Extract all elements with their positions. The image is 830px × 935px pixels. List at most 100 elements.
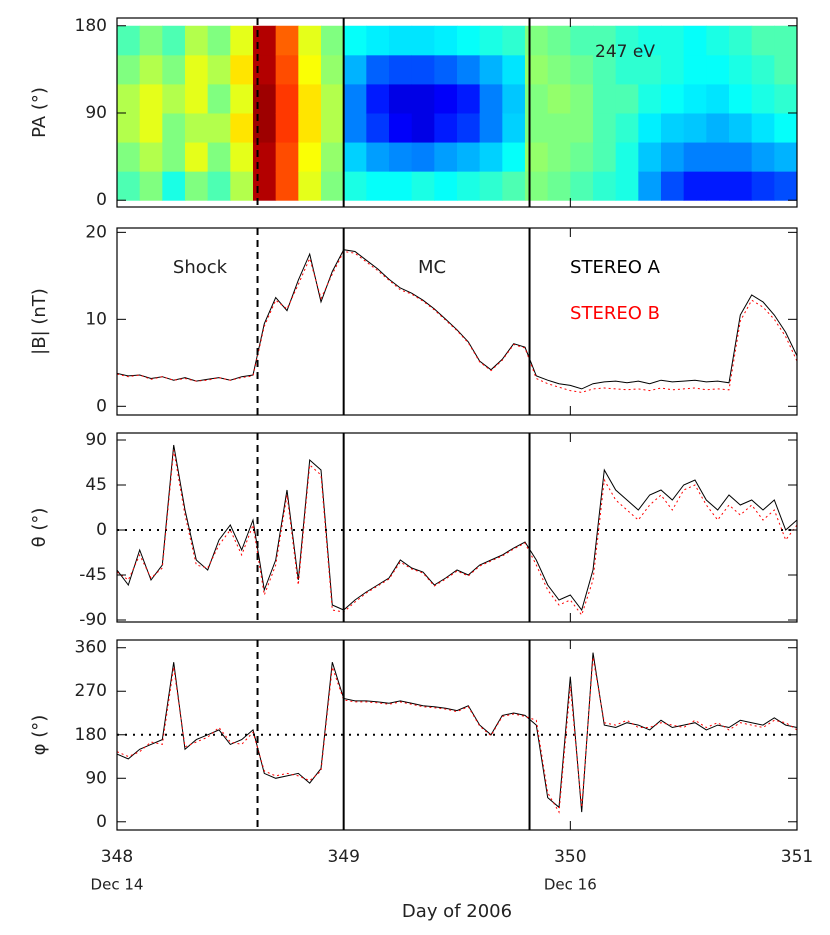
heat-cell: [502, 54, 526, 85]
heat-cell: [230, 83, 254, 114]
heat-cell: [139, 171, 163, 201]
heat-cell: [774, 142, 797, 172]
heat-cell: [706, 142, 730, 172]
heat-cell: [615, 142, 639, 172]
heat-cell: [706, 171, 730, 201]
heat-cell: [525, 83, 549, 114]
heat-cell: [570, 112, 594, 143]
heat-cell: [434, 83, 458, 114]
heat-cell: [411, 112, 435, 143]
heat-cell: [275, 54, 299, 85]
heat-cell: [366, 83, 390, 114]
heat-cell: [162, 112, 186, 143]
heat-cell: [547, 25, 571, 56]
y-tick-label: 90: [85, 768, 107, 788]
x-tick-label: 351: [781, 847, 813, 867]
heat-cell: [457, 54, 481, 85]
heat-cell: [457, 83, 481, 114]
heat-cell: [683, 171, 707, 201]
heat-cell: [298, 171, 322, 201]
x-tick-label: 348: [101, 847, 133, 867]
heat-cell: [321, 112, 345, 143]
heat-cell: [615, 54, 639, 85]
y-tick-label: -90: [79, 610, 107, 630]
heat-cell: [661, 25, 685, 56]
y-tick-label: 270: [75, 681, 107, 701]
heat-cell: [751, 25, 775, 56]
heat-cell: [389, 112, 413, 143]
y-axis-label: θ (°): [29, 508, 50, 548]
heat-cell: [729, 142, 753, 172]
heat-cell: [230, 171, 254, 201]
heat-cell: [457, 25, 481, 56]
y-tick-label: 0: [96, 520, 107, 540]
heat-cell: [162, 83, 186, 114]
heat-cell: [502, 83, 526, 114]
y-tick-label: -45: [79, 565, 107, 585]
heat-cell: [298, 83, 322, 114]
heat-cell: [389, 83, 413, 114]
heat-cell: [706, 25, 730, 56]
heat-cell: [411, 171, 435, 201]
heat-cell: [253, 142, 277, 172]
heat-cell: [366, 25, 390, 56]
heat-cell: [751, 54, 775, 85]
heat-cell: [117, 54, 141, 85]
heat-cell: [343, 83, 367, 114]
heat-cell: [729, 112, 753, 143]
heat-cell: [185, 83, 209, 114]
heat-cell: [321, 25, 345, 56]
y-axis-label: |B| (nT): [29, 288, 50, 355]
heat-cell: [593, 25, 617, 56]
heat-cell: [434, 171, 458, 201]
heat-cell: [139, 25, 163, 56]
heat-cell: [389, 171, 413, 201]
heat-cell: [706, 112, 730, 143]
heat-cell: [525, 54, 549, 85]
heat-cell: [593, 83, 617, 114]
heat-cell: [185, 171, 209, 201]
heat-cell: [343, 112, 367, 143]
heat-cell: [479, 112, 503, 143]
heat-cell: [751, 112, 775, 143]
heat-cell: [774, 25, 797, 56]
x-axis-label: Day of 2006: [402, 901, 512, 922]
heat-cell: [502, 142, 526, 172]
annotation: 247 eV: [595, 42, 655, 62]
heat-cell: [321, 83, 345, 114]
heat-cell: [117, 142, 141, 172]
heat-cell: [615, 25, 639, 56]
heat-cell: [253, 171, 277, 201]
heat-cell: [547, 112, 571, 143]
heat-cell: [615, 83, 639, 114]
data-line: [117, 444, 797, 612]
heat-cell: [162, 54, 186, 85]
heat-cell: [275, 142, 299, 172]
y-axis-label: φ (°): [29, 715, 50, 756]
heat-cell: [751, 171, 775, 201]
heat-cell: [525, 142, 549, 172]
heat-cell: [661, 171, 685, 201]
heat-cell: [729, 171, 753, 201]
heat-cell: [253, 83, 277, 114]
heat-cell: [638, 142, 662, 172]
heat-cell: [253, 25, 277, 56]
heat-cell: [457, 171, 481, 201]
heat-cell: [706, 83, 730, 114]
y-tick-label: 90: [85, 103, 107, 123]
plot-area: [117, 652, 797, 814]
heat-cell: [570, 54, 594, 85]
y-tick-label: 360: [75, 638, 107, 658]
heat-cell: [683, 142, 707, 172]
heat-cell: [389, 25, 413, 56]
heat-cell: [139, 112, 163, 143]
panel: -90 -45 0 45 90 θ (°): [29, 430, 798, 630]
heat-cell: [729, 25, 753, 56]
heat-cell: [117, 25, 141, 56]
heat-cell: [615, 171, 639, 201]
heat-cell: [525, 112, 549, 143]
heat-cell: [389, 54, 413, 85]
heat-cell: [661, 112, 685, 143]
legend-entry: STEREO B: [570, 303, 660, 324]
heat-cell: [162, 25, 186, 56]
